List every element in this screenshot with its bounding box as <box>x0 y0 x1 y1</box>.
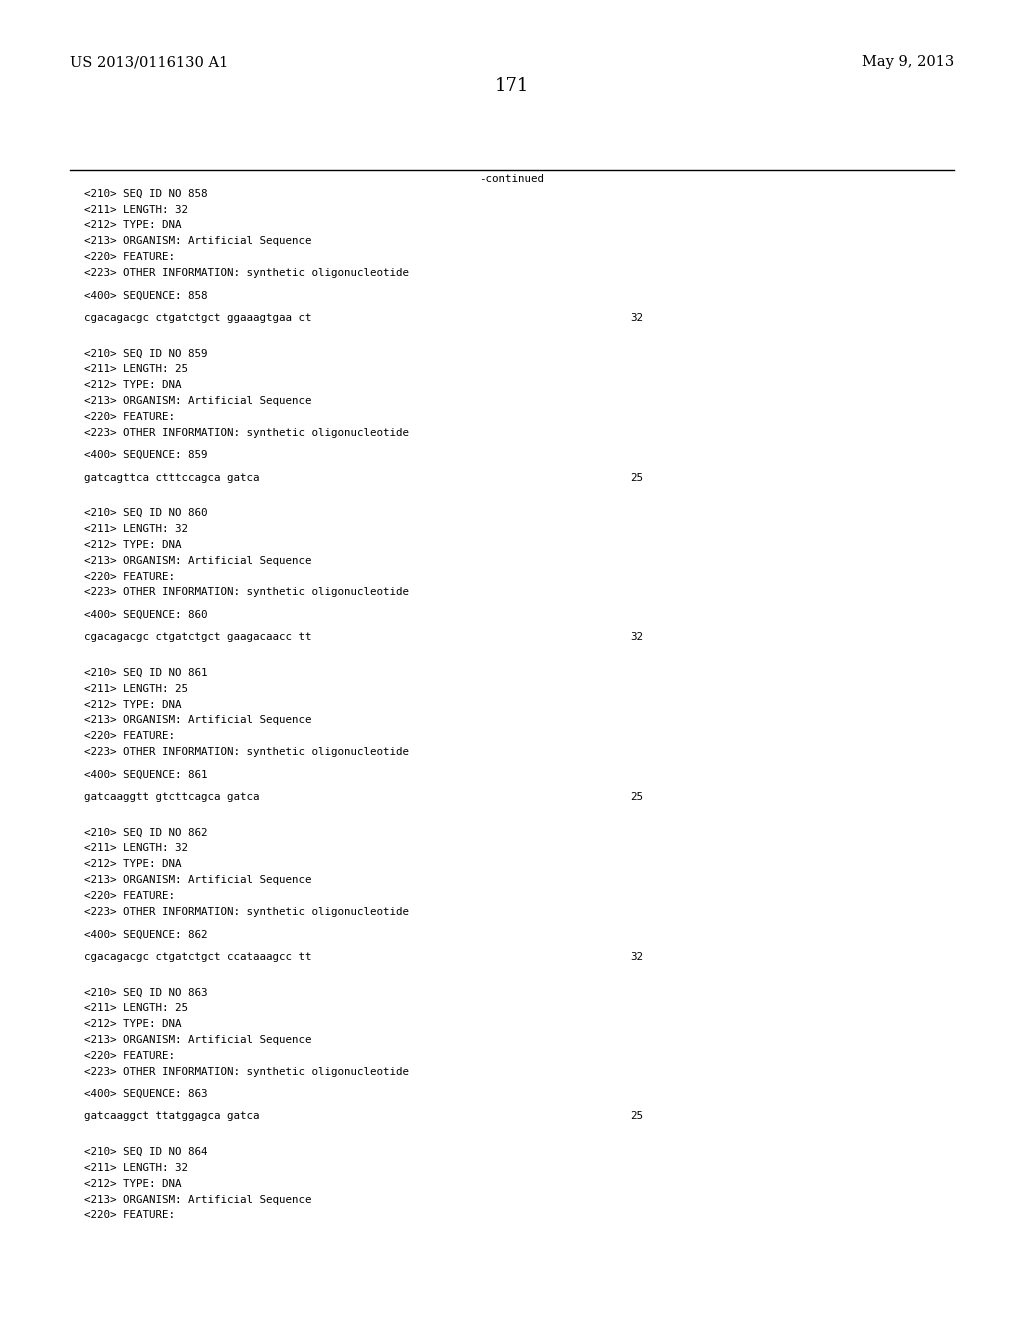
Text: <213> ORGANISM: Artificial Sequence: <213> ORGANISM: Artificial Sequence <box>84 875 311 886</box>
Text: <220> FEATURE:: <220> FEATURE: <box>84 891 175 902</box>
Text: <213> ORGANISM: Artificial Sequence: <213> ORGANISM: Artificial Sequence <box>84 556 311 566</box>
Text: <223> OTHER INFORMATION: synthetic oligonucleotide: <223> OTHER INFORMATION: synthetic oligo… <box>84 907 409 917</box>
Text: <210> SEQ ID NO 858: <210> SEQ ID NO 858 <box>84 189 208 199</box>
Text: <220> FEATURE:: <220> FEATURE: <box>84 252 175 263</box>
Text: <223> OTHER INFORMATION: synthetic oligonucleotide: <223> OTHER INFORMATION: synthetic oligo… <box>84 747 409 758</box>
Text: <211> LENGTH: 32: <211> LENGTH: 32 <box>84 524 188 535</box>
Text: <220> FEATURE:: <220> FEATURE: <box>84 412 175 422</box>
Text: <210> SEQ ID NO 861: <210> SEQ ID NO 861 <box>84 668 208 678</box>
Text: 32: 32 <box>630 952 643 962</box>
Text: <211> LENGTH: 25: <211> LENGTH: 25 <box>84 684 188 694</box>
Text: <213> ORGANISM: Artificial Sequence: <213> ORGANISM: Artificial Sequence <box>84 236 311 247</box>
Text: <223> OTHER INFORMATION: synthetic oligonucleotide: <223> OTHER INFORMATION: synthetic oligo… <box>84 428 409 438</box>
Text: <400> SEQUENCE: 863: <400> SEQUENCE: 863 <box>84 1089 208 1100</box>
Text: <220> FEATURE:: <220> FEATURE: <box>84 1051 175 1061</box>
Text: -continued: -continued <box>479 173 545 183</box>
Text: 171: 171 <box>495 77 529 95</box>
Text: cgacagacgc ctgatctgct ggaaagtgaa ct: cgacagacgc ctgatctgct ggaaagtgaa ct <box>84 313 311 323</box>
Text: <223> OTHER INFORMATION: synthetic oligonucleotide: <223> OTHER INFORMATION: synthetic oligo… <box>84 587 409 598</box>
Text: 25: 25 <box>630 792 643 803</box>
Text: <400> SEQUENCE: 860: <400> SEQUENCE: 860 <box>84 610 208 620</box>
Text: <210> SEQ ID NO 864: <210> SEQ ID NO 864 <box>84 1147 208 1158</box>
Text: cgacagacgc ctgatctgct ccataaagcc tt: cgacagacgc ctgatctgct ccataaagcc tt <box>84 952 311 962</box>
Text: <213> ORGANISM: Artificial Sequence: <213> ORGANISM: Artificial Sequence <box>84 715 311 726</box>
Text: <400> SEQUENCE: 861: <400> SEQUENCE: 861 <box>84 770 208 780</box>
Text: <223> OTHER INFORMATION: synthetic oligonucleotide: <223> OTHER INFORMATION: synthetic oligo… <box>84 268 409 279</box>
Text: <210> SEQ ID NO 859: <210> SEQ ID NO 859 <box>84 348 208 359</box>
Text: <213> ORGANISM: Artificial Sequence: <213> ORGANISM: Artificial Sequence <box>84 396 311 407</box>
Text: <400> SEQUENCE: 858: <400> SEQUENCE: 858 <box>84 290 208 301</box>
Text: <210> SEQ ID NO 863: <210> SEQ ID NO 863 <box>84 987 208 998</box>
Text: <220> FEATURE:: <220> FEATURE: <box>84 1210 175 1221</box>
Text: <213> ORGANISM: Artificial Sequence: <213> ORGANISM: Artificial Sequence <box>84 1035 311 1045</box>
Text: US 2013/0116130 A1: US 2013/0116130 A1 <box>70 55 228 70</box>
Text: <211> LENGTH: 32: <211> LENGTH: 32 <box>84 1163 188 1173</box>
Text: gatcagttca ctttccagca gatca: gatcagttca ctttccagca gatca <box>84 473 259 483</box>
Text: <220> FEATURE:: <220> FEATURE: <box>84 572 175 582</box>
Text: <213> ORGANISM: Artificial Sequence: <213> ORGANISM: Artificial Sequence <box>84 1195 311 1205</box>
Text: <211> LENGTH: 25: <211> LENGTH: 25 <box>84 1003 188 1014</box>
Text: <211> LENGTH: 25: <211> LENGTH: 25 <box>84 364 188 375</box>
Text: 32: 32 <box>630 632 643 643</box>
Text: <212> TYPE: DNA: <212> TYPE: DNA <box>84 1179 181 1189</box>
Text: 25: 25 <box>630 1111 643 1122</box>
Text: 32: 32 <box>630 313 643 323</box>
Text: <212> TYPE: DNA: <212> TYPE: DNA <box>84 1019 181 1030</box>
Text: <400> SEQUENCE: 859: <400> SEQUENCE: 859 <box>84 450 208 461</box>
Text: <400> SEQUENCE: 862: <400> SEQUENCE: 862 <box>84 929 208 940</box>
Text: gatcaaggtt gtcttcagca gatca: gatcaaggtt gtcttcagca gatca <box>84 792 259 803</box>
Text: <212> TYPE: DNA: <212> TYPE: DNA <box>84 859 181 870</box>
Text: <210> SEQ ID NO 862: <210> SEQ ID NO 862 <box>84 828 208 838</box>
Text: May 9, 2013: May 9, 2013 <box>862 55 954 70</box>
Text: <211> LENGTH: 32: <211> LENGTH: 32 <box>84 205 188 215</box>
Text: <212> TYPE: DNA: <212> TYPE: DNA <box>84 220 181 231</box>
Text: <212> TYPE: DNA: <212> TYPE: DNA <box>84 540 181 550</box>
Text: cgacagacgc ctgatctgct gaagacaacc tt: cgacagacgc ctgatctgct gaagacaacc tt <box>84 632 311 643</box>
Text: 25: 25 <box>630 473 643 483</box>
Text: <212> TYPE: DNA: <212> TYPE: DNA <box>84 380 181 391</box>
Text: <211> LENGTH: 32: <211> LENGTH: 32 <box>84 843 188 854</box>
Text: <212> TYPE: DNA: <212> TYPE: DNA <box>84 700 181 710</box>
Text: <220> FEATURE:: <220> FEATURE: <box>84 731 175 742</box>
Text: gatcaaggct ttatggagca gatca: gatcaaggct ttatggagca gatca <box>84 1111 259 1122</box>
Text: <210> SEQ ID NO 860: <210> SEQ ID NO 860 <box>84 508 208 519</box>
Text: <223> OTHER INFORMATION: synthetic oligonucleotide: <223> OTHER INFORMATION: synthetic oligo… <box>84 1067 409 1077</box>
